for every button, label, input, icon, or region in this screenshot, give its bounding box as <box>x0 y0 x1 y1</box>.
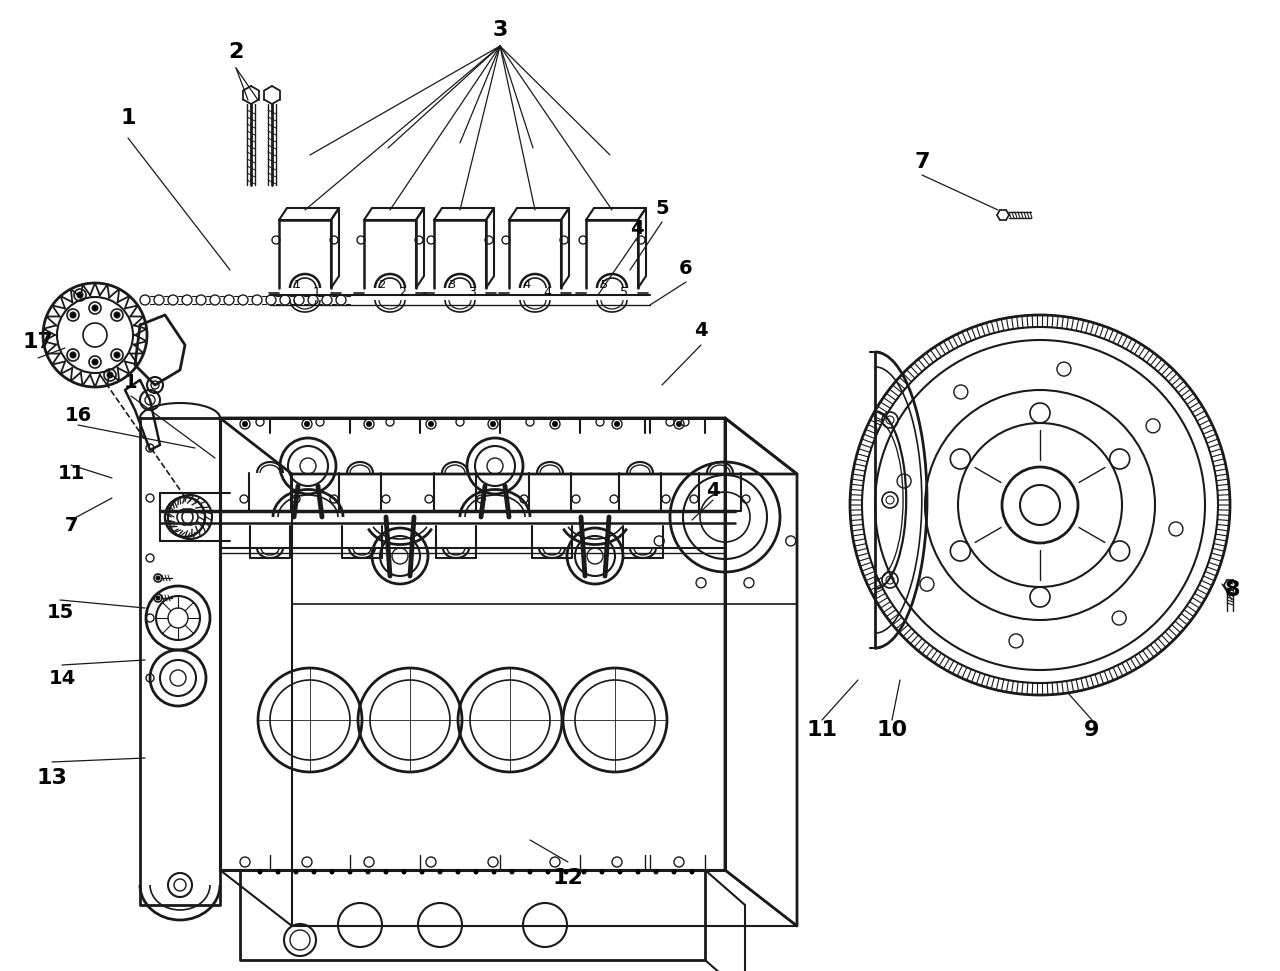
Text: 14: 14 <box>49 668 76 687</box>
Circle shape <box>429 421 434 426</box>
Text: 1: 1 <box>124 373 138 391</box>
Circle shape <box>402 869 407 875</box>
Circle shape <box>456 869 461 875</box>
Circle shape <box>275 869 280 875</box>
Text: 13: 13 <box>37 768 68 788</box>
Text: 5: 5 <box>655 198 669 218</box>
Circle shape <box>70 352 76 358</box>
Text: 16: 16 <box>64 406 92 424</box>
Circle shape <box>635 869 640 875</box>
Circle shape <box>242 421 247 426</box>
Circle shape <box>527 869 532 875</box>
Circle shape <box>92 359 99 365</box>
Circle shape <box>672 869 677 875</box>
Text: 15: 15 <box>46 602 74 621</box>
Circle shape <box>677 421 681 426</box>
Circle shape <box>384 869 389 875</box>
Circle shape <box>70 312 76 318</box>
Text: 2: 2 <box>379 280 385 290</box>
Circle shape <box>293 869 298 875</box>
Text: 11: 11 <box>806 720 837 740</box>
Circle shape <box>420 869 425 875</box>
Text: 7: 7 <box>914 152 929 172</box>
Circle shape <box>257 869 262 875</box>
Circle shape <box>311 869 316 875</box>
Text: 6: 6 <box>680 258 692 278</box>
Text: 9: 9 <box>1084 720 1100 740</box>
Text: 4: 4 <box>543 285 550 298</box>
Text: 4: 4 <box>694 320 708 340</box>
Text: 1: 1 <box>120 108 136 128</box>
Circle shape <box>545 869 550 875</box>
Text: 4: 4 <box>707 481 719 499</box>
Circle shape <box>114 352 120 358</box>
Circle shape <box>553 421 558 426</box>
Circle shape <box>114 312 120 318</box>
Circle shape <box>366 421 371 426</box>
Text: 2: 2 <box>398 285 406 298</box>
Circle shape <box>690 869 695 875</box>
Circle shape <box>108 372 113 378</box>
Text: 2: 2 <box>228 42 243 62</box>
Circle shape <box>614 421 620 426</box>
Text: 4: 4 <box>630 218 644 238</box>
Circle shape <box>474 869 479 875</box>
Circle shape <box>581 869 586 875</box>
Circle shape <box>366 869 370 875</box>
Circle shape <box>77 292 83 298</box>
Circle shape <box>347 869 352 875</box>
Circle shape <box>654 869 658 875</box>
Circle shape <box>92 305 99 311</box>
Circle shape <box>617 869 622 875</box>
Text: 11: 11 <box>58 463 84 483</box>
Text: 7: 7 <box>64 516 78 534</box>
Circle shape <box>492 869 497 875</box>
Circle shape <box>156 576 160 580</box>
Circle shape <box>509 869 515 875</box>
Circle shape <box>563 869 568 875</box>
Circle shape <box>156 596 160 600</box>
Text: 5: 5 <box>620 285 628 298</box>
Text: 12: 12 <box>553 868 584 888</box>
Text: 1: 1 <box>293 280 301 290</box>
Text: 8: 8 <box>1224 580 1240 600</box>
Circle shape <box>490 421 495 426</box>
Text: 3: 3 <box>468 285 476 298</box>
Circle shape <box>329 869 334 875</box>
Circle shape <box>599 869 604 875</box>
Text: 3: 3 <box>493 20 508 40</box>
Text: 10: 10 <box>877 720 908 740</box>
Text: 17: 17 <box>23 332 54 352</box>
Circle shape <box>305 421 310 426</box>
Text: 1: 1 <box>314 285 321 298</box>
Text: 4: 4 <box>524 280 531 290</box>
Circle shape <box>438 869 443 875</box>
Text: 3: 3 <box>448 280 456 290</box>
Text: 5: 5 <box>600 280 608 290</box>
